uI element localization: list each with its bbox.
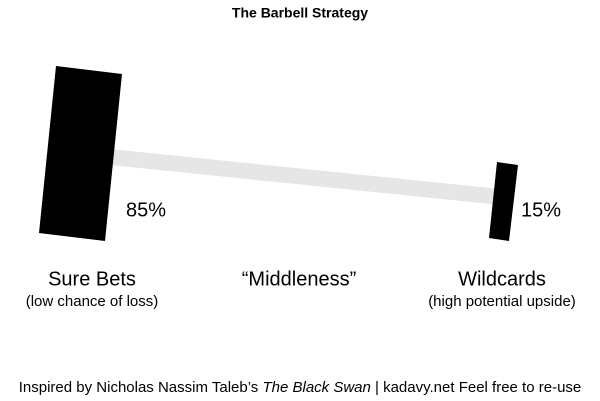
right-sublabel: (high potential upside) — [428, 293, 576, 310]
right-label: Wildcards — [458, 268, 546, 290]
title: The Barbell Strategy — [232, 5, 368, 21]
footer-prefix: Inspired by Nicholas Nassim Taleb’s — [19, 379, 263, 396]
bar — [110, 149, 500, 205]
footer-suffix: | kadavy.net Feel free to re-use — [371, 379, 581, 396]
left-weight — [39, 66, 122, 241]
footer: Inspired by Nicholas Nassim Taleb’s The … — [19, 379, 582, 396]
right-weight — [489, 162, 518, 241]
middle-label: “Middleness” — [242, 268, 356, 290]
left-percent: 85% — [126, 199, 166, 221]
right-percent: 15% — [521, 199, 561, 221]
left-sublabel: (low chance of loss) — [26, 293, 159, 310]
footer-book: The Black Swan — [262, 379, 370, 396]
left-label: Sure Bets — [48, 268, 136, 290]
